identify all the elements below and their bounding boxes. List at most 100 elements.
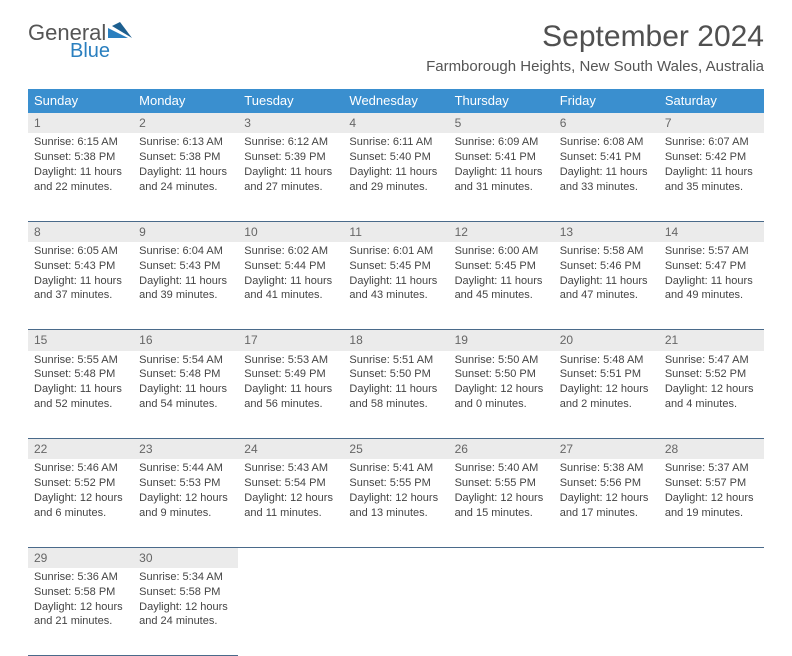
day-ss: Sunset: 5:41 PM (455, 150, 548, 165)
day-number (238, 547, 343, 568)
day-cell: Sunrise: 5:38 AMSunset: 5:56 PMDaylight:… (554, 459, 659, 547)
day-cell: Sunrise: 5:46 AMSunset: 5:52 PMDaylight:… (28, 459, 133, 547)
day-d1: Daylight: 11 hours (139, 165, 232, 180)
day-number: 12 (449, 221, 554, 242)
page-title: September 2024 (426, 20, 764, 54)
day-d1: Daylight: 11 hours (665, 274, 758, 289)
day-ss: Sunset: 5:54 PM (244, 476, 337, 491)
logo-mark-icon (108, 22, 134, 45)
day-number: 27 (554, 439, 659, 460)
day-d1: Daylight: 11 hours (34, 165, 127, 180)
day-number: 18 (343, 330, 448, 351)
day-d2: and 4 minutes. (665, 397, 758, 412)
day-cell: Sunrise: 5:47 AMSunset: 5:52 PMDaylight:… (659, 351, 764, 439)
day-d2: and 37 minutes. (34, 288, 127, 303)
content-row: Sunrise: 6:05 AMSunset: 5:43 PM Daylight:… (28, 242, 764, 330)
weekday-header-row: Sunday Monday Tuesday Wednesday Thursday… (28, 89, 764, 113)
day-sr: Sunrise: 5:54 AM (139, 353, 232, 368)
day-d2: and 31 minutes. (455, 180, 548, 195)
day-ss: Sunset: 5:53 PM (139, 476, 232, 491)
day-d1: Daylight: 11 hours (455, 274, 548, 289)
day-d2: and 33 minutes. (560, 180, 653, 195)
daynum-row: 2930 (28, 547, 764, 568)
day-number: 22 (28, 439, 133, 460)
day-d2: and 6 minutes. (34, 506, 127, 521)
day-d2: and 2 minutes. (560, 397, 653, 412)
day-d2: and 13 minutes. (349, 506, 442, 521)
day-number: 20 (554, 330, 659, 351)
day-number: 16 (133, 330, 238, 351)
day-cell: Sunrise: 6:05 AMSunset: 5:43 PMDaylight:… (28, 242, 133, 330)
col-friday: Friday (554, 89, 659, 113)
col-tuesday: Tuesday (238, 89, 343, 113)
logo-text-blue: Blue (70, 40, 110, 63)
day-d2: and 9 minutes. (139, 506, 232, 521)
day-sr: Sunrise: 6:09 AM (455, 135, 548, 150)
day-sr: Sunrise: 6:00 AM (455, 244, 548, 259)
day-sr: Sunrise: 5:37 AM (665, 461, 758, 476)
day-cell: Sunrise: 6:12 AMSunset: 5:39 PMDaylight:… (238, 133, 343, 221)
day-cell: Sunrise: 5:43 AMSunset: 5:54 PMDaylight:… (238, 459, 343, 547)
day-sr: Sunrise: 6:04 AM (139, 244, 232, 259)
day-number: 1 (28, 113, 133, 134)
day-d2: and 58 minutes. (349, 397, 442, 412)
day-number: 14 (659, 221, 764, 242)
day-cell: Sunrise: 5:41 AMSunset: 5:55 PMDaylight:… (343, 459, 448, 547)
day-sr: Sunrise: 5:47 AM (665, 353, 758, 368)
day-sr: Sunrise: 6:11 AM (349, 135, 442, 150)
day-d1: Daylight: 12 hours (139, 491, 232, 506)
day-cell: Sunrise: 5:40 AMSunset: 5:55 PMDaylight:… (449, 459, 554, 547)
day-cell: Sunrise: 5:58 AMSunset: 5:46 PMDaylight:… (554, 242, 659, 330)
day-ss: Sunset: 5:43 PM (34, 259, 127, 274)
day-number: 30 (133, 547, 238, 568)
day-ss: Sunset: 5:41 PM (560, 150, 653, 165)
day-sr: Sunrise: 5:41 AM (349, 461, 442, 476)
day-number: 7 (659, 113, 764, 134)
day-ss: Sunset: 5:42 PM (665, 150, 758, 165)
day-d1: Daylight: 12 hours (455, 382, 548, 397)
day-cell: Sunrise: 5:57 AMSunset: 5:47 PMDaylight:… (659, 242, 764, 330)
day-sr: Sunrise: 6:05 AM (34, 244, 127, 259)
day-number: 24 (238, 439, 343, 460)
day-ss: Sunset: 5:58 PM (139, 585, 232, 600)
day-number: 11 (343, 221, 448, 242)
day-number: 3 (238, 113, 343, 134)
col-thursday: Thursday (449, 89, 554, 113)
day-ss: Sunset: 5:55 PM (455, 476, 548, 491)
logo: General Blue (28, 20, 134, 63)
day-cell: Sunrise: 5:51 AMSunset: 5:50 PMDaylight:… (343, 351, 448, 439)
day-d1: Daylight: 12 hours (665, 382, 758, 397)
day-cell: Sunrise: 6:09 AMSunset: 5:41 PMDaylight:… (449, 133, 554, 221)
day-number (343, 547, 448, 568)
day-d1: Daylight: 12 hours (139, 600, 232, 615)
day-d1: Daylight: 11 hours (560, 274, 653, 289)
day-d2: and 35 minutes. (665, 180, 758, 195)
day-number: 23 (133, 439, 238, 460)
day-d2: and 24 minutes. (139, 614, 232, 629)
day-d1: Daylight: 12 hours (455, 491, 548, 506)
day-sr: Sunrise: 6:01 AM (349, 244, 442, 259)
day-number: 29 (28, 547, 133, 568)
col-wednesday: Wednesday (343, 89, 448, 113)
day-sr: Sunrise: 5:36 AM (34, 570, 127, 585)
day-d1: Daylight: 11 hours (244, 165, 337, 180)
day-d2: and 0 minutes. (455, 397, 548, 412)
title-block: September 2024 Farmborough Heights, New … (426, 20, 764, 75)
day-d1: Daylight: 11 hours (34, 382, 127, 397)
day-cell: Sunrise: 6:13 AMSunset: 5:38 PMDaylight:… (133, 133, 238, 221)
day-ss: Sunset: 5:39 PM (244, 150, 337, 165)
day-d1: Daylight: 11 hours (349, 382, 442, 397)
day-number: 13 (554, 221, 659, 242)
day-number: 6 (554, 113, 659, 134)
day-ss: Sunset: 5:56 PM (560, 476, 653, 491)
day-cell: Sunrise: 5:50 AMSunset: 5:50 PMDaylight:… (449, 351, 554, 439)
day-number: 5 (449, 113, 554, 134)
day-sr: Sunrise: 6:13 AM (139, 135, 232, 150)
day-sr: Sunrise: 5:38 AM (560, 461, 653, 476)
day-d1: Daylight: 12 hours (349, 491, 442, 506)
col-saturday: Saturday (659, 89, 764, 113)
day-d1: Daylight: 12 hours (34, 491, 127, 506)
day-cell: Sunrise: 5:48 AMSunset: 5:51 PMDaylight:… (554, 351, 659, 439)
day-number: 17 (238, 330, 343, 351)
day-d2: and 27 minutes. (244, 180, 337, 195)
